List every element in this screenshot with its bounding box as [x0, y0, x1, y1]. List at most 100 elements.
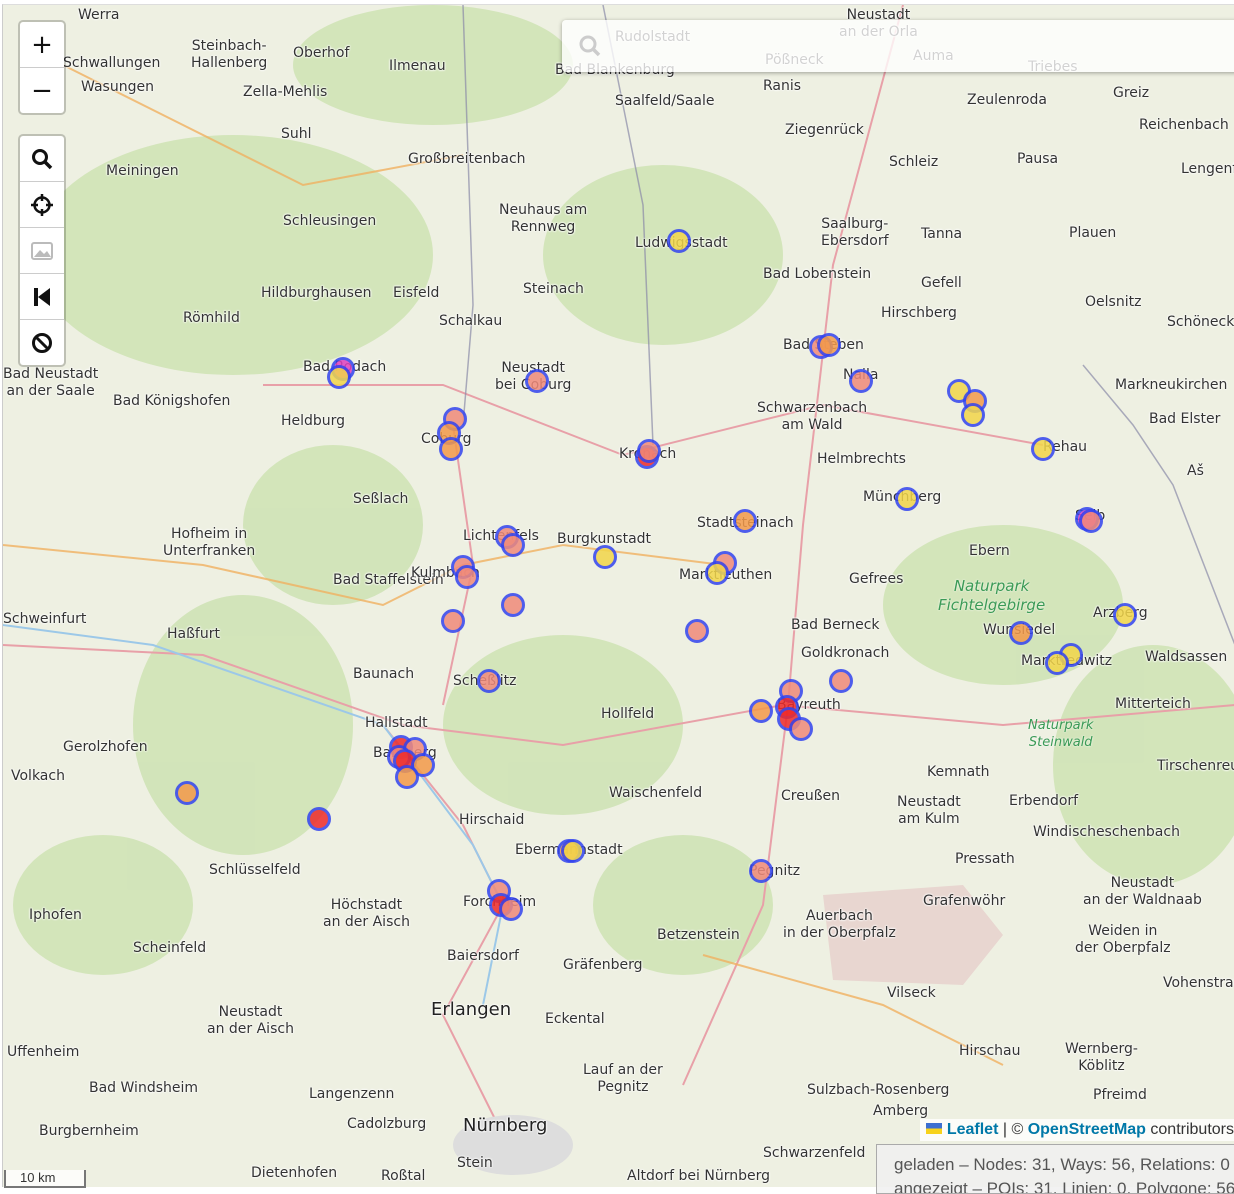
place-label: Iphofen	[29, 907, 82, 923]
place-label: Aš	[1187, 463, 1204, 479]
place-label: Bad Lobenstein	[763, 266, 872, 282]
poi-marker[interactable]	[1113, 603, 1137, 627]
place-label: Seßlach	[353, 491, 409, 507]
place-label: Hallstadt	[365, 715, 428, 731]
poi-marker[interactable]	[1045, 651, 1069, 675]
place-label: Gerolzhofen	[63, 739, 148, 755]
place-label: Uffenheim	[7, 1044, 80, 1060]
place-label: Stein	[457, 1155, 493, 1171]
place-label: Bad Staffelstein	[333, 572, 444, 588]
place-label: Neustadt an der Waldnaab	[1083, 875, 1202, 908]
place-label: Burgbernheim	[39, 1123, 139, 1139]
zoom-to-data-button[interactable]	[20, 136, 64, 182]
place-label: Hildburghausen	[261, 285, 372, 301]
search-box	[562, 20, 1234, 74]
place-label: Ebern	[969, 543, 1010, 559]
search-input[interactable]	[612, 20, 1216, 74]
poi-marker[interactable]	[961, 403, 985, 427]
place-label: Schwallungen	[63, 55, 161, 71]
attribution: Leaflet | © OpenStreetMap contributors	[920, 1119, 1234, 1141]
poi-marker[interactable]	[439, 437, 463, 461]
place-label: Kemnath	[927, 764, 990, 780]
place-label: Schöneck	[1167, 314, 1234, 330]
place-label: Windischeschenbach	[1033, 824, 1180, 840]
poi-marker[interactable]	[789, 717, 813, 741]
poi-marker[interactable]	[749, 699, 773, 723]
place-label: Höchstadt an der Aisch	[323, 897, 410, 930]
place-label: Neuhaus am Rennweg	[499, 202, 588, 235]
poi-marker[interactable]	[525, 369, 549, 393]
poi-marker[interactable]	[499, 897, 523, 921]
attribution-suffix: contributors	[1150, 1121, 1234, 1138]
place-label: Neustadt am Kulm	[897, 794, 961, 827]
poi-marker[interactable]	[1079, 509, 1103, 533]
poi-marker[interactable]	[849, 369, 873, 393]
poi-marker[interactable]	[501, 593, 525, 617]
zoom-out-button[interactable]: −	[31, 75, 53, 106]
poi-marker[interactable]	[733, 509, 757, 533]
place-label: Markneukirchen	[1115, 377, 1228, 393]
poi-marker[interactable]	[749, 859, 773, 883]
place-label: Suhl	[281, 126, 312, 142]
place-label: Oelsnitz	[1085, 294, 1142, 310]
poi-marker[interactable]	[501, 533, 525, 557]
poi-marker[interactable]	[895, 487, 919, 511]
poi-marker[interactable]	[685, 619, 709, 643]
poi-marker[interactable]	[175, 781, 199, 805]
place-label: Baunach	[353, 666, 415, 682]
export-image-button[interactable]	[20, 228, 64, 274]
place-label: Vilseck	[887, 985, 936, 1001]
poi-marker[interactable]	[477, 669, 501, 693]
poi-marker[interactable]	[817, 333, 841, 357]
place-label: Zeulenroda	[967, 92, 1047, 108]
map-tiles	[3, 5, 1234, 1175]
place-label: Bad Berneck	[791, 617, 880, 633]
place-label: Haßfurt	[167, 626, 220, 642]
map[interactable]: Werra Steinbach- Hallenberg Oberhof Schwallu…	[2, 4, 1234, 1187]
place-label: Hollfeld	[601, 706, 655, 722]
place-label: Schleusingen	[283, 213, 377, 229]
place-label: Baiersdorf	[447, 948, 519, 964]
poi-marker[interactable]	[1031, 437, 1055, 461]
map-toolbar	[18, 134, 66, 367]
place-label: Steinach	[523, 281, 584, 297]
place-label: Hofheim in Unterfranken	[163, 526, 256, 559]
poi-marker[interactable]	[593, 545, 617, 569]
locate-button[interactable]	[20, 182, 64, 228]
place-label: Schleiz	[889, 154, 939, 170]
hide-data-button[interactable]	[20, 320, 64, 365]
place-label: Saalburg- Ebersdorf	[821, 216, 889, 249]
zoom-control: + −	[18, 20, 66, 115]
poi-marker[interactable]	[441, 609, 465, 633]
poi-marker[interactable]	[829, 669, 853, 693]
place-label: Waischenfeld	[609, 785, 703, 801]
skip-back-button[interactable]	[20, 274, 64, 320]
poi-marker[interactable]	[637, 439, 661, 463]
poi-marker[interactable]	[561, 839, 585, 863]
place-label: Pausa	[1017, 151, 1059, 167]
poi-marker[interactable]	[307, 807, 331, 831]
place-label: Schlüsselfeld	[209, 862, 301, 878]
scale-bar: 10 km	[4, 1170, 86, 1188]
place-label: Erbendorf	[1009, 793, 1079, 809]
osm-link[interactable]: OpenStreetMap	[1027, 1121, 1146, 1138]
place-label: Weiden in der Oberpfalz	[1075, 923, 1171, 956]
poi-marker[interactable]	[667, 229, 691, 253]
place-label: Greiz	[1113, 85, 1150, 101]
poi-marker[interactable]	[455, 565, 479, 589]
place-label: Neustadt an der Aisch	[207, 1004, 294, 1037]
place-label: Reichenbach	[1139, 117, 1229, 133]
poi-marker[interactable]	[395, 765, 419, 789]
poi-marker[interactable]	[1009, 621, 1033, 645]
nature-park-label: Naturpark Steinwald	[1028, 718, 1094, 750]
poi-marker[interactable]	[327, 365, 351, 389]
place-label: Mitterteich	[1115, 696, 1191, 712]
place-label: Waldsassen	[1145, 649, 1228, 665]
place-label: Werra	[78, 7, 120, 23]
place-label: Goldkronach	[801, 645, 890, 661]
place-label: Pressath	[955, 851, 1015, 867]
poi-marker[interactable]	[705, 561, 729, 585]
leaflet-link[interactable]: Leaflet	[946, 1121, 999, 1138]
place-label: Dietenhofen	[251, 1165, 338, 1181]
zoom-in-button[interactable]: +	[20, 22, 64, 68]
